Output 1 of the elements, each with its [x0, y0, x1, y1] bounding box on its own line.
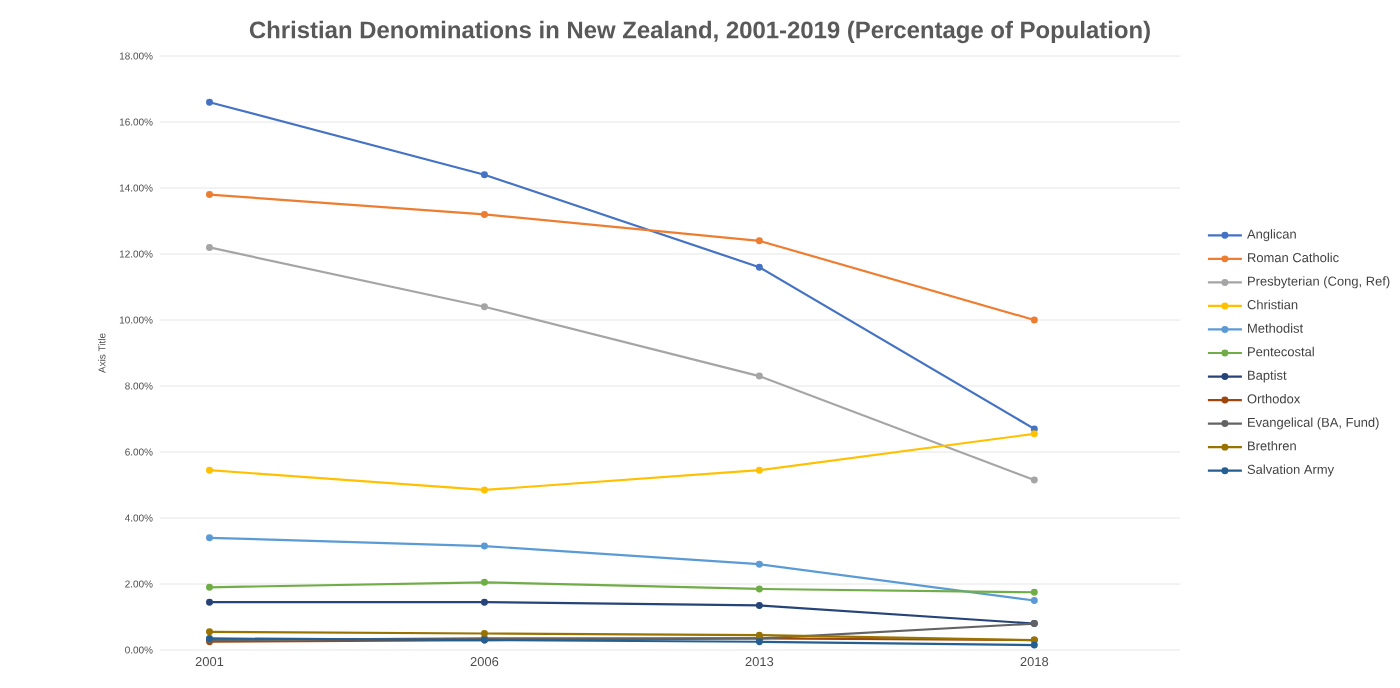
- chart-title: Christian Denominations in New Zealand, 2001-2019 (Percentage of Population): [249, 20, 1150, 44]
